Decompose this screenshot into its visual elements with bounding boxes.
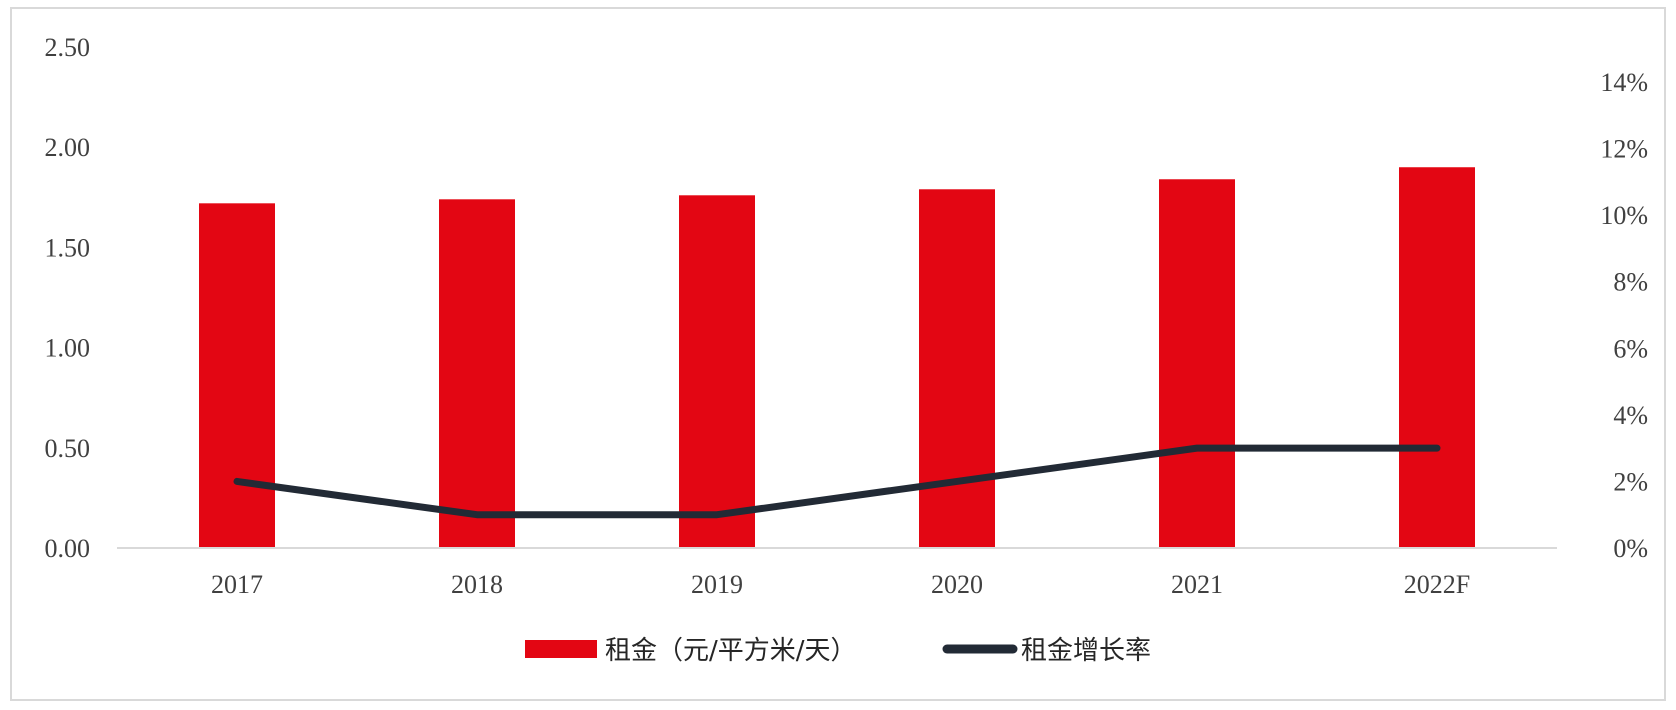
bar (679, 195, 755, 548)
left-axis: 0.00 0.50 1.00 1.50 2.00 2.50 (45, 33, 91, 563)
x-tick-label: 2019 (691, 570, 743, 599)
right-tick-label: 8% (1613, 268, 1648, 297)
left-tick-label: 2.00 (45, 133, 91, 162)
x-tick-label: 2018 (451, 570, 503, 599)
right-tick-label: 10% (1600, 201, 1648, 230)
bar (919, 189, 995, 548)
right-tick-label: 6% (1613, 334, 1648, 363)
right-tick-label: 12% (1600, 135, 1648, 164)
legend: 租金（元/平方米/天） 租金增长率 (525, 636, 1151, 666)
x-tick-label: 2017 (211, 570, 263, 599)
x-tick-label: 2020 (931, 570, 983, 599)
left-tick-label: 0.50 (45, 434, 91, 463)
x-tick-label: 2021 (1171, 570, 1223, 599)
legend-label-bar: 租金（元/平方米/天） (605, 636, 857, 666)
left-tick-label: 1.00 (45, 334, 91, 363)
bar (1399, 167, 1475, 549)
legend-swatch-bar (525, 640, 597, 658)
bar (1159, 179, 1235, 549)
growth-rate-line (233, 444, 1441, 519)
left-tick-label: 1.50 (45, 233, 91, 262)
x-tick-label: 2022F (1404, 570, 1470, 599)
right-axis: 0% 2% 4% 6% 8% 10% 12% 14% (1600, 68, 1648, 563)
left-tick-label: 0.00 (45, 534, 91, 563)
bar (439, 199, 515, 548)
bar-series (199, 167, 1475, 549)
legend-label-line: 租金增长率 (1021, 636, 1151, 666)
chart-frame (10, 7, 1666, 701)
right-tick-label: 0% (1613, 534, 1648, 563)
left-tick-label: 2.50 (45, 33, 91, 62)
right-tick-label: 2% (1613, 467, 1648, 496)
right-tick-label: 14% (1600, 68, 1648, 97)
bar (199, 203, 275, 548)
x-axis: 2017 2018 2019 2020 2021 2022F (211, 570, 1470, 599)
right-tick-label: 4% (1613, 401, 1648, 430)
